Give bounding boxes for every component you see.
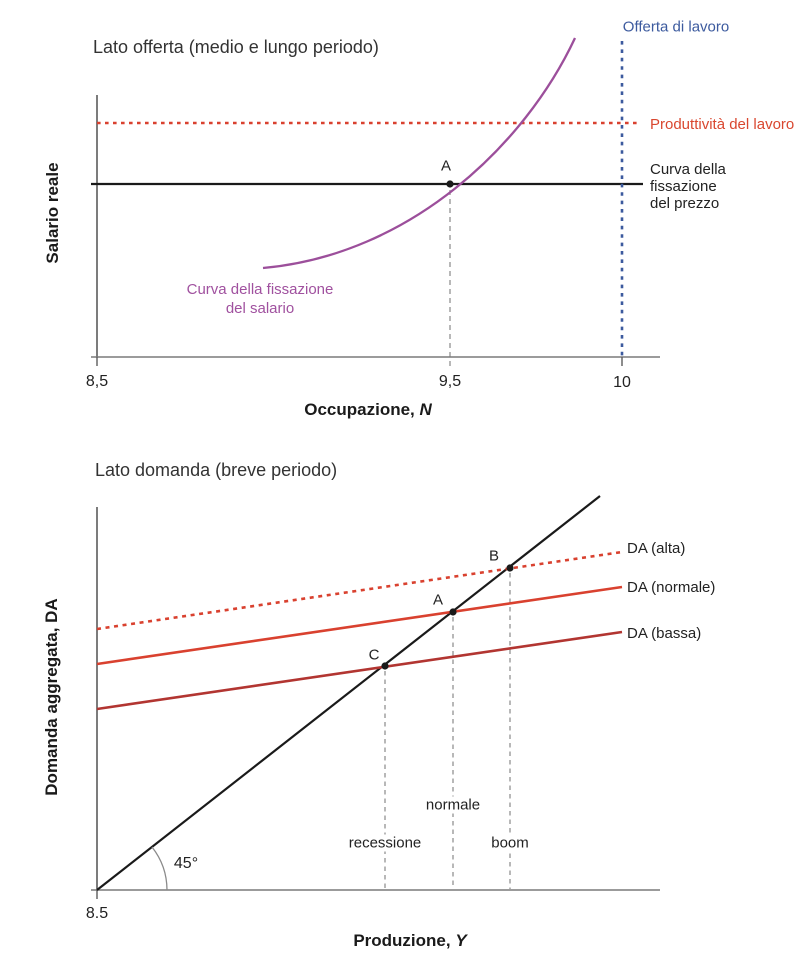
top-x-axis-label: Occupazione, N: [304, 400, 432, 420]
da-bassa-label: DA (bassa): [627, 625, 702, 642]
price-setting-label-line3: del prezzo: [650, 195, 720, 212]
bottom-x-axis-label: Produzione, Y: [353, 931, 466, 951]
da-normale-label: DA (normale): [627, 579, 716, 596]
top-tick-label-9-5: 9,5: [438, 373, 462, 390]
bottom-point-a-dot: [449, 608, 457, 616]
bottom-x-axis-label-text: Produzione,: [353, 931, 456, 950]
line-45-deg: [96, 495, 601, 891]
da-alta-line: [96, 550, 623, 631]
bottom-tick-label-8-5: 8.5: [85, 905, 109, 922]
wage-setting-label-line2: del salario: [225, 300, 295, 317]
point-b-label: B: [488, 547, 500, 565]
productivity-label: Produttività del lavoro: [650, 116, 795, 133]
da-normale-line: [96, 585, 623, 666]
wage-setting-label: Curva della fissazione del salario: [187, 280, 334, 318]
da-bassa-line: [96, 630, 623, 711]
top-panel-title: Lato offerta (medio e lungo periodo): [93, 37, 379, 57]
price-setting-label-line1: Curva della: [650, 161, 726, 178]
labor-supply-label: Offerta di lavoro: [622, 18, 730, 36]
price-setting-label-line2: fissazione: [650, 178, 717, 195]
point-c-dot: [381, 662, 389, 670]
bottom-x-axis-label-variable: Y: [455, 931, 467, 950]
zone-boom-label: boom: [488, 834, 532, 852]
bottom-y-axis-label: Domanda aggregata, DA: [42, 598, 61, 796]
top-point-a-label: A: [440, 157, 452, 175]
top-tick-label-8-5: 8,5: [85, 373, 109, 390]
bottom-point-a-label: A: [432, 591, 444, 609]
angle-45-label: 45°: [173, 855, 199, 872]
bottom-panel-title: Lato domanda (breve periodo): [95, 460, 338, 480]
zone-recessione-label: recessione: [345, 834, 425, 852]
top-x-axis-label-variable: N: [419, 400, 432, 419]
point-c-label: C: [368, 646, 380, 664]
top-point-a-dot: [446, 180, 454, 188]
wage-setting-label-line1: Curva della fissazione: [186, 281, 334, 298]
zone-normale-label: normale: [422, 796, 484, 814]
wage-setting-curve: [262, 37, 577, 270]
top-tick-label-10: 10: [613, 374, 631, 391]
point-b-dot: [506, 564, 514, 572]
top-x-axis-label-text: Occupazione,: [304, 400, 420, 419]
top-y-axis-label: Salario reale: [43, 162, 62, 264]
angle-arc: [151, 846, 168, 891]
da-alta-label: DA (alta): [627, 540, 686, 557]
price-setting-label: Curva della fissazione del prezzo: [650, 161, 726, 212]
